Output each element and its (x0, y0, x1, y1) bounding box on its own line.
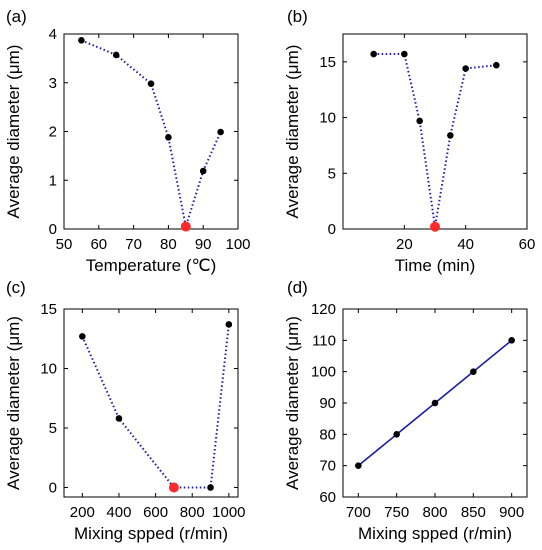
data-point (493, 61, 500, 69)
x-axis-label: Mixing spped (r/min) (74, 524, 228, 543)
plot-frame (63, 308, 239, 498)
y-tick-label: 60 (319, 489, 336, 506)
y-tick-label: 0 (328, 221, 336, 238)
y-axis-label: Average diameter (μm) (283, 316, 302, 490)
x-tick-label: 50 (56, 236, 73, 253)
data-point (79, 333, 86, 340)
data-point (462, 65, 469, 72)
x-tick-label: 70 (125, 236, 142, 253)
x-tick-label: 400 (106, 504, 131, 521)
x-tick-label: 600 (143, 504, 168, 521)
y-tick-label: 5 (49, 420, 57, 437)
y-axis-label: Average diameter (μm) (283, 45, 302, 219)
x-tick-label: 800 (180, 504, 205, 521)
series-line (81, 39, 222, 227)
y-tick-label: 80 (319, 426, 336, 443)
x-tick-label: 800 (422, 504, 447, 521)
chart-panel-1: (a) 50 60 70 80 90 100 0 1 2 3 4 Temperature (℃) Aver… (4, 7, 251, 275)
data-point (225, 321, 233, 328)
y-tick-label: 0 (49, 479, 57, 496)
data-point (508, 337, 515, 344)
data-point (217, 128, 224, 136)
highlight-point (180, 221, 191, 232)
x-tick-label: 1000 (212, 504, 245, 521)
data-point (199, 167, 207, 175)
y-tick-label: 5 (328, 165, 336, 182)
highlight-point (430, 221, 440, 232)
y-tick-label: 10 (319, 110, 336, 127)
x-axis-label: Time (min) (395, 256, 476, 275)
y-axis-label: Average diameter (μm) (4, 316, 23, 490)
chart-panel-3: (c) 200 400 600 800 1000 0 5 10 15 Mixing spped (r… (4, 278, 246, 543)
x-axis-label: Mixing spped (r/min) (358, 524, 512, 543)
x-tick-label: 80 (160, 236, 177, 253)
series-line (373, 53, 497, 227)
plot-frame (63, 33, 239, 230)
data-point (431, 399, 439, 407)
data-point (401, 50, 408, 58)
data-point (165, 134, 172, 141)
data-point (355, 462, 362, 469)
y-axis-label: Average diameter (μm) (4, 45, 23, 219)
y-tick-label: 0 (49, 221, 57, 238)
x-tick-label: 20 (396, 236, 413, 253)
y-tick-label: 90 (319, 395, 336, 412)
y-tick-label: 110 (312, 332, 336, 349)
data-point (447, 132, 454, 139)
x-tick-label: 850 (461, 504, 486, 521)
data-point (470, 368, 477, 375)
x-tick-label: 200 (70, 504, 95, 521)
y-tick-label: 100 (311, 364, 336, 381)
data-point (112, 51, 120, 59)
x-tick-label: 60 (519, 236, 536, 253)
y-tick-label: 70 (319, 458, 336, 475)
series-line (81, 324, 230, 489)
y-tick-label: 15 (319, 54, 336, 71)
y-tick-label: 4 (49, 26, 57, 43)
plot-frame (342, 33, 528, 230)
x-tick-label: 60 (90, 236, 107, 253)
y-tick-label: 15 (40, 301, 57, 318)
chart-panel-2: (b) 20 40 60 0 5 10 15 Time (min) Average diamete… (283, 7, 535, 275)
y-tick-label: 10 (40, 360, 57, 377)
x-tick-label: 750 (384, 504, 409, 521)
x-tick-label: 90 (195, 236, 212, 253)
data-point (393, 431, 400, 438)
highlight-point (168, 482, 179, 493)
x-tick-label: 40 (457, 236, 474, 253)
panel-label: (a) (6, 7, 27, 26)
x-axis-label: Temperature (℃) (86, 256, 217, 275)
data-point (207, 484, 214, 491)
x-tick-label: 700 (346, 504, 371, 521)
y-tick-label: 120 (311, 301, 336, 318)
data-point (147, 80, 155, 88)
data-point (416, 117, 423, 125)
panel-label: (d) (287, 278, 308, 297)
chart-panel-4: (d) 700 750 800 850 900 60 70 80 90 100 110 120 Mixin… (283, 278, 528, 543)
data-point (370, 50, 377, 58)
panel-label: (c) (6, 278, 26, 297)
y-tick-label: 3 (49, 75, 57, 92)
x-tick-label: 900 (499, 504, 524, 521)
data-point (78, 37, 85, 44)
y-tick-label: 2 (49, 124, 57, 141)
data-point (115, 415, 123, 422)
panel-label: (b) (287, 7, 308, 26)
x-tick-label: 100 (225, 236, 250, 253)
y-tick-label: 1 (49, 172, 57, 189)
